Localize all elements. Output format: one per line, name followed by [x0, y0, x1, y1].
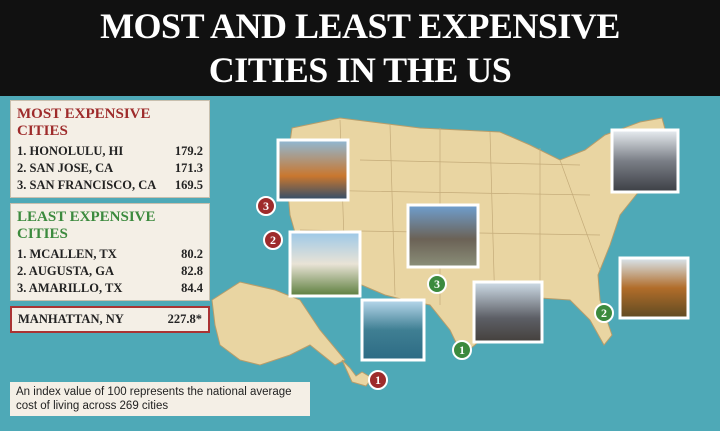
marker	[368, 370, 388, 390]
least-box: LEAST EXPENSIVE CITIES 1. MCALLEN, TX 80.…	[10, 203, 210, 301]
row: 1. HONOLULU, HI 179.2	[17, 143, 203, 160]
marker	[256, 196, 276, 216]
value: 171.3	[174, 161, 203, 175]
marker	[594, 303, 614, 323]
city: 3. SAN FRANCISCO, CA	[17, 178, 157, 192]
most-box: MOST EXPENSIVE CITIES 1. HONOLULU, HI 179…	[10, 100, 210, 198]
value: 179.2	[174, 144, 203, 158]
value: 84.4	[181, 281, 203, 295]
marker-label: 2	[270, 233, 276, 247]
marker	[427, 274, 447, 294]
row: 3. SAN FRANCISCO, CA 169.5	[17, 177, 203, 194]
city: 1. MCALLEN, TX	[17, 247, 117, 261]
city: 2. SAN JOSE, CA	[17, 161, 114, 175]
city: 1. HONOLULU, HI	[17, 144, 124, 158]
marker-label: 3	[263, 199, 269, 213]
value: 227.8*	[167, 312, 202, 326]
photos	[276, 128, 690, 362]
marker	[263, 230, 283, 250]
city: 2. AUGUSTA, GA	[17, 264, 115, 278]
row: 2. AUGUSTA, GA 82.8	[17, 263, 203, 280]
value: 169.5	[174, 178, 203, 192]
title-line: MOST AND LEAST EXPENSIVE	[100, 6, 620, 46]
note: An index value of 100 represents the nat…	[10, 382, 310, 416]
title-bar: MOST AND LEAST EXPENSIVE CITIES IN THE U…	[0, 0, 720, 96]
marker-label: 2	[601, 306, 607, 320]
marker	[452, 340, 472, 360]
value: 82.8	[181, 264, 203, 278]
heading: LEAST EXPENSIVE CITIES	[17, 209, 156, 242]
value: 80.2	[181, 247, 203, 261]
row: 1. MCALLEN, TX 80.2	[17, 246, 203, 263]
ranking-panel: MOST EXPENSIVE CITIES 1. HONOLULU, HI 179…	[10, 100, 210, 338]
row: MANHATTAN, NY 227.8*	[18, 311, 202, 328]
marker-label: 1	[375, 373, 381, 387]
manhattan-box: MANHATTAN, NY 227.8*	[10, 306, 210, 333]
marker-label: 1	[459, 343, 465, 357]
heading: MOST EXPENSIVE CITIES	[17, 106, 151, 139]
row: 2. SAN JOSE, CA 171.3	[17, 160, 203, 177]
marker-label: 3	[434, 277, 440, 291]
city: MANHATTAN, NY	[18, 312, 124, 326]
row: 3. AMARILLO, TX 84.4	[17, 280, 203, 297]
title-line: CITIES IN THE US	[208, 50, 512, 90]
city: 3. AMARILLO, TX	[17, 281, 123, 295]
